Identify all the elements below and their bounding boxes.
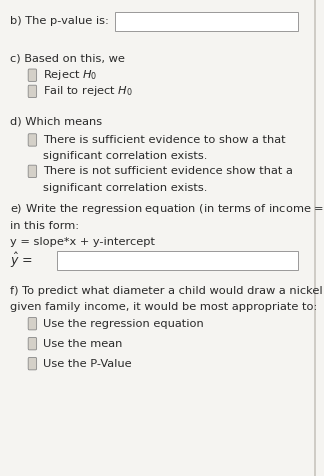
Text: e) Write the regression equation (in terms of income = $x$): e) Write the regression equation (in ter… xyxy=(10,202,324,217)
Text: d) Which means: d) Which means xyxy=(10,116,102,127)
FancyBboxPatch shape xyxy=(28,69,37,81)
Text: significant correlation exists.: significant correlation exists. xyxy=(43,182,207,193)
Text: significant correlation exists.: significant correlation exists. xyxy=(43,151,207,161)
Text: f) To predict what diameter a child would draw a nickel: f) To predict what diameter a child woul… xyxy=(10,286,322,297)
Text: c) Based on this, we: c) Based on this, we xyxy=(10,53,125,63)
FancyBboxPatch shape xyxy=(28,165,37,178)
Text: There is not sufficient evidence show that a: There is not sufficient evidence show th… xyxy=(43,166,293,177)
Text: Reject $H_0$: Reject $H_0$ xyxy=(43,68,97,82)
Text: given family income, it would be most appropriate to:: given family income, it would be most ap… xyxy=(10,302,317,313)
Text: in this form:: in this form: xyxy=(10,220,79,231)
FancyBboxPatch shape xyxy=(115,12,298,31)
Text: Use the P-Value: Use the P-Value xyxy=(43,358,132,369)
Text: y = slope*x + y-intercept: y = slope*x + y-intercept xyxy=(10,237,155,247)
Text: Use the regression equation: Use the regression equation xyxy=(43,318,203,329)
Text: Use the mean: Use the mean xyxy=(43,338,122,349)
FancyBboxPatch shape xyxy=(28,85,37,98)
FancyBboxPatch shape xyxy=(28,317,37,330)
Text: $\hat{y}$ =: $\hat{y}$ = xyxy=(10,251,33,270)
Text: Fail to reject $H_0$: Fail to reject $H_0$ xyxy=(43,84,133,99)
FancyBboxPatch shape xyxy=(57,251,298,270)
Text: There is sufficient evidence to show a that: There is sufficient evidence to show a t… xyxy=(43,135,285,145)
FancyBboxPatch shape xyxy=(28,337,37,350)
FancyBboxPatch shape xyxy=(28,357,37,370)
FancyBboxPatch shape xyxy=(28,134,37,146)
Text: b) The p-value is:: b) The p-value is: xyxy=(10,16,109,27)
